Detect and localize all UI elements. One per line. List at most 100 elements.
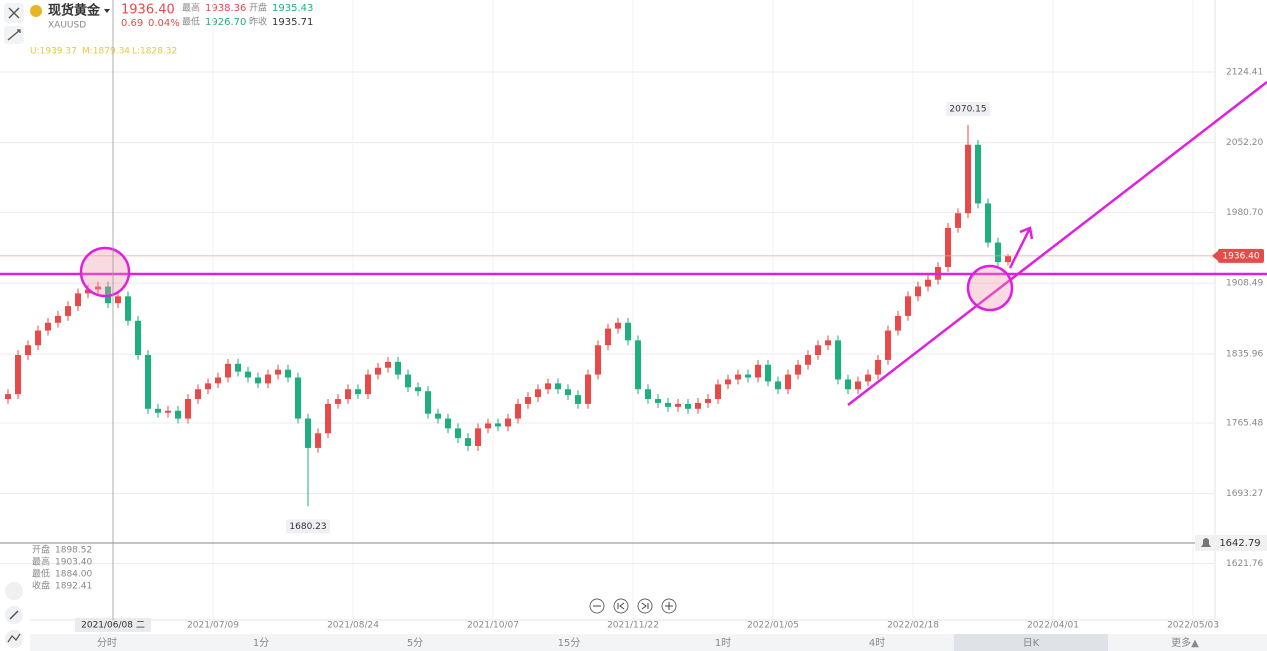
last-price-label: 1936.40 (1222, 251, 1259, 261)
gold-icon (30, 5, 42, 17)
x-tick-label: 2021/10/07 (467, 621, 519, 631)
candle-body (405, 374, 411, 388)
indicator-button[interactable] (5, 582, 23, 600)
timeframe-tab[interactable]: 更多▲ (1171, 636, 1199, 649)
candle-body (135, 320, 141, 356)
low-label: 最低 (182, 16, 200, 28)
candle-body (525, 397, 531, 404)
icon (617, 602, 625, 610)
candle-body (205, 383, 211, 390)
candle-body (285, 369, 291, 378)
extreme-label: 1680.23 (289, 522, 326, 532)
candle-body (795, 364, 801, 375)
candle-body (355, 389, 361, 395)
x-tick-label: 2021/07/09 (187, 621, 239, 631)
candle-body (555, 383, 561, 390)
draw-icon (7, 29, 21, 41)
boll-upper: U:1939.37 (30, 47, 77, 57)
candle-body (655, 399, 661, 403)
candle-body (415, 387, 421, 392)
candle-body (455, 428, 461, 439)
candle-body (765, 364, 771, 382)
candle-body (905, 296, 911, 316)
open: 1935.43 (272, 3, 313, 14)
circle-mark[interactable] (966, 264, 1014, 312)
info-value: 1903.40 (55, 558, 92, 568)
candle-body (615, 322, 621, 329)
candle-body (895, 315, 901, 331)
candle-body (695, 402, 701, 409)
candle-body (145, 355, 151, 409)
candle-body (825, 340, 831, 346)
boll-lower: L:1828.32 (132, 47, 177, 57)
candle-body (295, 377, 301, 419)
crosshair-date: 2021/06/08 二 (81, 621, 145, 631)
candle-body (175, 410, 181, 419)
info-label: 最低 (32, 568, 50, 580)
candle-body (165, 410, 171, 413)
candle-body (485, 423, 491, 429)
timeframe-tab[interactable]: 1时 (715, 637, 731, 649)
toolbar-top[interactable] (4, 3, 24, 44)
candle-body (475, 428, 481, 446)
last-price-tag (1218, 248, 1264, 263)
candle-body (325, 403, 331, 434)
info-value: 1884.00 (55, 570, 92, 580)
candle-body (835, 340, 841, 380)
pen-icon (9, 610, 19, 620)
timeframe-tab[interactable]: 分时 (97, 637, 117, 649)
toolbar-bottom[interactable] (5, 582, 23, 648)
crosshair-date-bg (75, 618, 151, 632)
user-drawings[interactable] (0, 81, 1267, 406)
y-tick-label: 2124.41 (1226, 67, 1263, 77)
chart-type-icon (7, 633, 21, 643)
candle-body (975, 144, 981, 204)
candle-body (185, 399, 191, 419)
x-tick-label: 2021/08/24 (327, 621, 379, 631)
y-tick-label: 1765.48 (1226, 419, 1263, 429)
candle-body (775, 381, 781, 390)
zoom-controls[interactable] (589, 598, 677, 614)
candle-body (435, 413, 441, 419)
candle-body (315, 433, 321, 448)
timeframe-tab[interactable]: 5分 (407, 637, 423, 649)
dropdown-arrow[interactable] (104, 9, 110, 13)
candle-body (605, 328, 611, 346)
alert-bg (1195, 534, 1267, 551)
candle-body (575, 395, 581, 404)
chart-type-button[interactable] (5, 630, 23, 648)
candle-body (985, 203, 991, 243)
candle-body (245, 371, 251, 378)
timeframe-tab[interactable]: 日K (1023, 638, 1040, 649)
step-forward[interactable] (637, 598, 653, 614)
candle-body (215, 377, 221, 384)
candle-body (425, 391, 431, 414)
high: 1938.36 (205, 3, 246, 14)
timeframe-tab[interactable]: 15分 (558, 637, 581, 649)
candle-body (155, 408, 161, 413)
candle-body (955, 213, 961, 228)
extreme-label-bg (946, 102, 990, 117)
candle-body (565, 389, 571, 396)
candle-body (885, 330, 891, 360)
info-label: 开盘 (32, 544, 50, 556)
arrow[interactable] (1008, 226, 1034, 269)
trend-line[interactable] (847, 81, 1267, 406)
instrument-name[interactable]: 现货黄金 (48, 3, 101, 19)
step-back[interactable] (613, 598, 629, 614)
close-icon (8, 7, 20, 19)
candle-body (395, 361, 401, 375)
candle-body (805, 355, 811, 365)
circle-mark[interactable] (79, 246, 131, 298)
candle-body (585, 374, 591, 404)
candle-body (365, 374, 371, 395)
y-tick-label: 2052.20 (1226, 138, 1263, 148)
candle-body (715, 384, 721, 400)
candle-body (25, 345, 31, 356)
timeframe-tab[interactable]: 1分 (253, 637, 269, 649)
candle-body (815, 345, 821, 356)
candle-body (635, 340, 641, 390)
candle-body (645, 389, 651, 400)
timeframe-tab[interactable]: 4时 (869, 637, 885, 649)
candle-body (685, 403, 691, 409)
